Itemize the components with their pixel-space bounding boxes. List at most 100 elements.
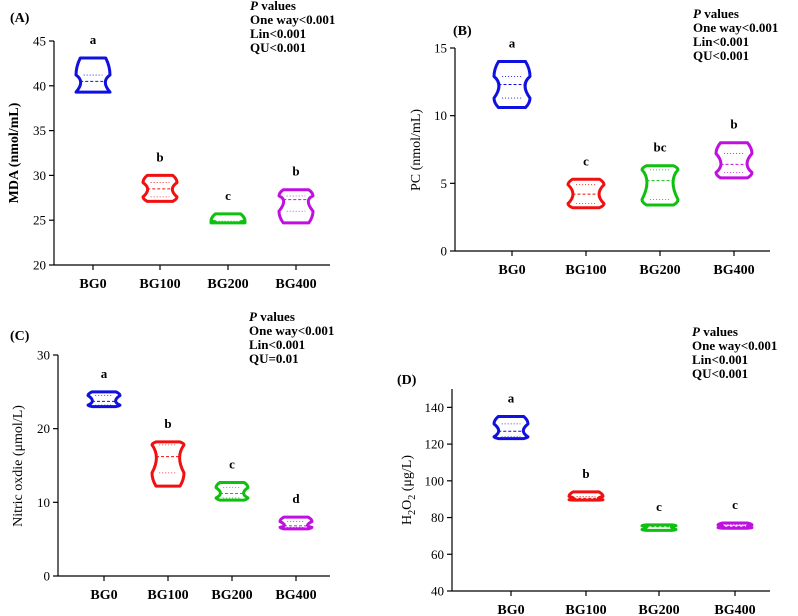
- significance-letter: b: [156, 149, 163, 164]
- panel-label: (A): [10, 11, 30, 26]
- x-tick-label: BG400: [713, 263, 754, 278]
- pvalue-line: Lin<0.001: [693, 34, 749, 49]
- chart-panel-d: 40 60 80 100 120 140 BG0 BG100 BG200 BG400 a b c c (D)…: [397, 324, 777, 616]
- y-tick-label: 140: [425, 400, 445, 415]
- significance-letter: d: [292, 491, 300, 506]
- y-tick-label: 35: [33, 123, 46, 138]
- pvalue-line: One way<0.001: [693, 20, 778, 35]
- y-tick-label: 80: [431, 510, 444, 525]
- significance-letter: a: [90, 32, 97, 47]
- y-tick-label: 0: [441, 244, 448, 259]
- y-tick-label: 30: [37, 348, 50, 363]
- y-axis-label: H2O2 (μg/L): [400, 455, 418, 525]
- violin-bg100: [566, 177, 606, 210]
- chart-panel-c: 0 10 20 30 BG0 BG100 BG200 BG400 a b c d (C) Nitric o…: [10, 309, 334, 603]
- significance-letter: bc: [654, 140, 667, 155]
- x-tick-label: BG400: [275, 277, 316, 292]
- x-tick-label: BG100: [565, 263, 606, 278]
- violin-bg200: [214, 480, 250, 502]
- y-tick-label: 15: [434, 41, 447, 56]
- y-tick-label: 60: [431, 547, 444, 562]
- x-tick-label: BG100: [147, 588, 188, 603]
- y-tick-label: 25: [33, 213, 46, 228]
- significance-letter: b: [582, 466, 589, 481]
- panel-label: (B): [453, 24, 472, 39]
- pvalues-heading: values: [258, 0, 296, 13]
- ylabel-part: (μg/L): [400, 455, 415, 495]
- panel-label: (C): [10, 329, 30, 344]
- y-tick-label: 45: [33, 34, 46, 49]
- pvalue-line: QU<0.001: [693, 48, 749, 63]
- y-tick-label: 100: [425, 473, 445, 488]
- significance-letter: c: [229, 456, 235, 471]
- violin-bg200: [209, 212, 247, 225]
- y-tick-label: 10: [434, 108, 447, 123]
- significance-letter: c: [583, 153, 589, 168]
- significance-letter: a: [101, 366, 108, 381]
- y-tick-label: 30: [33, 168, 46, 183]
- violin-bg100: [141, 173, 179, 203]
- pvalue-line: Lin<0.001: [249, 337, 305, 352]
- violin-bg0: [492, 60, 532, 110]
- significance-letter: a: [509, 36, 516, 51]
- violin-bg400: [716, 521, 754, 530]
- violin-bg100: [567, 490, 605, 502]
- violin-bg0: [74, 56, 112, 94]
- ylabel-subscript: 2: [407, 495, 418, 500]
- y-tick-label: 40: [33, 78, 46, 93]
- pvalue-line: One way<0.001: [249, 323, 334, 338]
- pvalues-title: P values: [692, 324, 738, 339]
- pvalues-title: P values: [693, 6, 739, 21]
- x-tick-label: BG0: [79, 277, 106, 292]
- y-axis-label: PC (nmol/mL): [409, 109, 424, 191]
- pvalues-italic: P: [692, 324, 701, 339]
- violin-bg100: [150, 440, 186, 488]
- y-axis-label: MDA (nmol/mL): [7, 102, 22, 203]
- y-tick-label: 10: [37, 495, 50, 510]
- chart-panel-b: 0 5 10 15 BG0 BG100 BG200 BG400 a c bc b (B) PC (nmol…: [409, 6, 778, 278]
- panel-label: (D): [397, 373, 417, 388]
- violin-bg0: [86, 390, 122, 409]
- pvalues-italic: P: [250, 0, 259, 13]
- x-tick-label: BG200: [639, 263, 680, 278]
- violin-bg200: [640, 164, 680, 207]
- ylabel-part: O: [400, 500, 415, 510]
- violin-bg400: [714, 141, 754, 180]
- y-tick-label: 40: [431, 584, 444, 599]
- significance-letter: b: [730, 117, 737, 132]
- pvalue-line: Lin<0.001: [692, 352, 748, 367]
- y-tick-label: 120: [425, 437, 445, 452]
- x-tick-label: BG100: [565, 603, 606, 616]
- significance-letter: c: [225, 188, 231, 203]
- x-tick-label: BG0: [498, 263, 525, 278]
- violin-bg0: [492, 415, 530, 441]
- chart-panel-a: 20 25 30 35 40 45 BG0 BG100 BG200 BG400 a b c b (A) MDA…: [7, 0, 335, 292]
- pvalues-heading: values: [700, 324, 738, 339]
- significance-letter: c: [656, 499, 662, 514]
- pvalue-line: Lin<0.001: [250, 26, 306, 41]
- x-tick-label: BG200: [211, 588, 252, 603]
- y-axis-label: Nitric oxdie (μmol/L): [11, 405, 26, 527]
- pvalues-heading: values: [701, 6, 739, 21]
- x-tick-label: BG100: [139, 277, 180, 292]
- pvalue-line: QU<0.001: [250, 40, 306, 55]
- pvalue-line: QU<0.001: [692, 366, 748, 381]
- significance-letter: b: [164, 416, 171, 431]
- pvalues-heading: values: [257, 309, 295, 324]
- pvalues-title: P values: [250, 0, 296, 13]
- x-tick-label: BG0: [90, 588, 117, 603]
- pvalue-line: QU=0.01: [249, 351, 299, 366]
- x-tick-label: BG400: [275, 588, 316, 603]
- pvalues-title: P values: [249, 309, 295, 324]
- y-tick-label: 0: [44, 569, 51, 584]
- pvalues-italic: P: [249, 309, 258, 324]
- x-tick-label: BG400: [714, 603, 755, 616]
- x-tick-label: BG0: [497, 603, 524, 616]
- significance-letter: c: [732, 497, 738, 512]
- ylabel-part: H: [400, 515, 415, 525]
- x-tick-label: BG200: [207, 277, 248, 292]
- y-tick-label: 5: [441, 176, 448, 191]
- violin-bg400: [277, 188, 315, 225]
- y-tick-label: 20: [33, 258, 46, 273]
